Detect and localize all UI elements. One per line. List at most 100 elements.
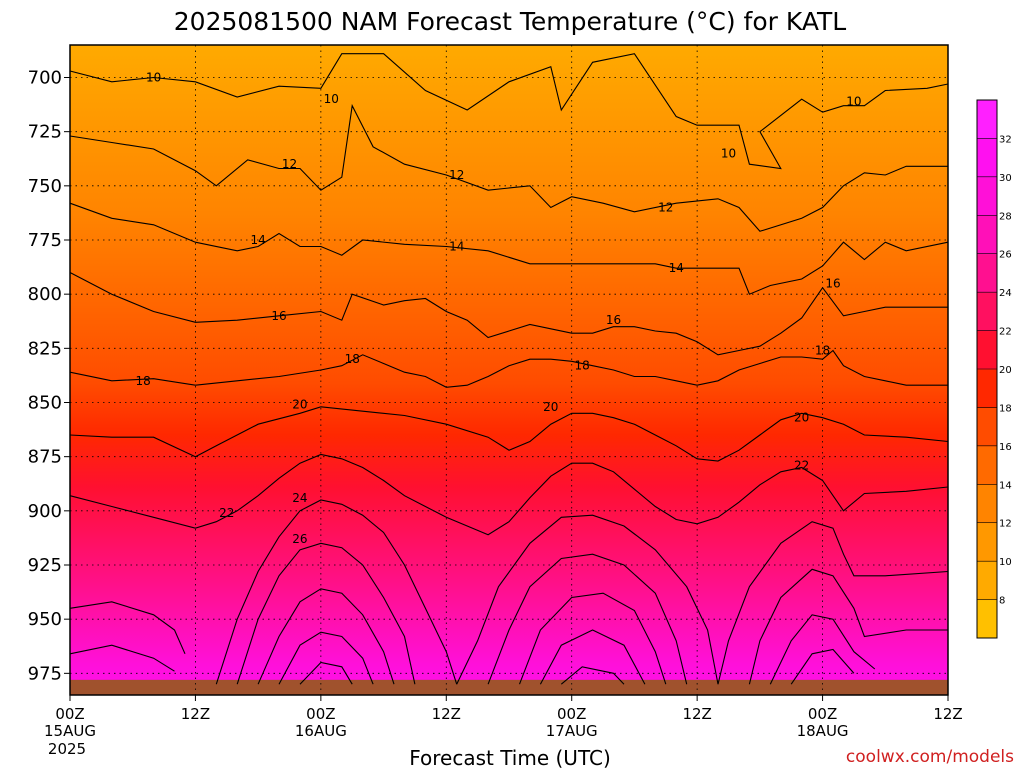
colorbar-segment bbox=[977, 138, 997, 178]
contour-28 bbox=[518, 592, 667, 685]
contour-10 bbox=[69, 53, 949, 170]
colorbar-segment bbox=[977, 445, 997, 485]
colorbar-segment bbox=[977, 599, 997, 639]
contour-label: 12 bbox=[449, 168, 464, 182]
x-axis-label: Forecast Time (UTC) bbox=[409, 746, 611, 768]
colorbar-segment bbox=[977, 253, 997, 293]
contour-label: 10 bbox=[324, 92, 339, 106]
plot-area bbox=[70, 45, 948, 695]
contour-30 bbox=[278, 631, 374, 685]
contour-label: 18 bbox=[136, 374, 151, 388]
contour-label: 10 bbox=[846, 94, 861, 108]
colorbar-label: 22 bbox=[999, 327, 1012, 338]
colorbar-segment bbox=[977, 330, 997, 370]
contour-label: 12 bbox=[658, 201, 673, 215]
ground-area bbox=[70, 679, 948, 695]
contour-32 bbox=[299, 661, 353, 685]
grid-lines bbox=[69, 45, 949, 695]
colorbar-label: 30 bbox=[999, 173, 1012, 184]
colorbar-segment bbox=[977, 100, 997, 139]
x-tick-date-label: 18AUG bbox=[797, 722, 849, 740]
x-tick-label: 00Z bbox=[55, 705, 84, 723]
x-tick-label: 00Z bbox=[557, 705, 586, 723]
contour-label: 20 bbox=[794, 411, 809, 425]
contour-label: 18 bbox=[815, 344, 830, 358]
contour-label: 18 bbox=[345, 352, 360, 366]
y-tick-label: 750 bbox=[28, 176, 62, 197]
contour-26 bbox=[487, 553, 688, 685]
x-tick-date-label: 15AUG bbox=[44, 722, 96, 740]
contour-label: 16 bbox=[606, 313, 621, 327]
contour-label: 12 bbox=[282, 157, 297, 171]
contour-28 bbox=[257, 588, 395, 685]
colorbar-label: 12 bbox=[999, 519, 1012, 530]
contour-26 bbox=[748, 568, 948, 685]
x-tick-label: 12Z bbox=[181, 705, 210, 723]
temperature-field bbox=[70, 45, 948, 695]
y-tick-label: 925 bbox=[28, 555, 62, 576]
contour-30 bbox=[790, 648, 855, 685]
y-tick-label: 775 bbox=[28, 230, 62, 251]
colorbar-segment bbox=[977, 292, 997, 332]
contour-32 bbox=[560, 666, 625, 685]
contour-label: 18 bbox=[575, 359, 590, 373]
contour-label: 26 bbox=[292, 532, 307, 546]
colorbar-label: 20 bbox=[999, 365, 1012, 376]
colorbar-segment bbox=[977, 215, 997, 255]
plot-frame bbox=[69, 44, 949, 696]
chart-title: 2025081500 NAM Forecast Temperature (°C)… bbox=[174, 7, 846, 36]
colorbar-label: 18 bbox=[999, 403, 1012, 414]
x-tick-label: 00Z bbox=[808, 705, 837, 723]
contour-label: 20 bbox=[292, 398, 307, 412]
contour-20 bbox=[69, 406, 949, 462]
contour-label: 24 bbox=[292, 491, 307, 505]
x-tick-label: 00Z bbox=[306, 705, 335, 723]
colorbar-segment bbox=[977, 176, 997, 216]
contour-24 bbox=[456, 514, 719, 685]
y-axis-ticks: 700 725 750 775 800 825 850 875 900 925 950 975 bbox=[28, 68, 70, 684]
credit-text: coolwx.com/models bbox=[846, 747, 1014, 767]
contour-label: 16 bbox=[825, 276, 840, 290]
colorbar-label: 16 bbox=[999, 442, 1012, 453]
colorbar-label: 28 bbox=[999, 211, 1012, 222]
contour-26 bbox=[236, 542, 416, 685]
y-tick-label: 900 bbox=[28, 501, 62, 522]
contour-22 bbox=[69, 453, 949, 536]
y-tick-label: 950 bbox=[28, 609, 62, 630]
contour-28 bbox=[69, 644, 175, 672]
contour-label: 14 bbox=[669, 261, 684, 275]
contour-label: 22 bbox=[794, 458, 809, 472]
contour-24 bbox=[215, 499, 458, 685]
colorbar-label: 10 bbox=[999, 557, 1012, 568]
colorbar-segment bbox=[977, 484, 997, 524]
contour-12 bbox=[69, 103, 948, 232]
x-tick-date-label: 16AUG bbox=[295, 722, 347, 740]
y-tick-label: 975 bbox=[28, 663, 62, 684]
contour-label: 22 bbox=[219, 506, 234, 520]
colorbar-label: 14 bbox=[999, 480, 1012, 491]
colorbar-segment bbox=[977, 407, 997, 447]
x-tick-date-label: 17AUG bbox=[546, 722, 598, 740]
colorbar: 8 10 12 14 16 18 20 22 24 26 28 30 32 bbox=[976, 99, 1012, 639]
y-tick-label: 700 bbox=[28, 68, 62, 89]
y-tick-label: 875 bbox=[28, 447, 62, 468]
colorbar-label: 32 bbox=[999, 134, 1012, 145]
colorbar-label: 8 bbox=[999, 596, 1005, 607]
contour-label: 20 bbox=[543, 400, 558, 414]
contour-label: 16 bbox=[271, 309, 286, 323]
y-tick-label: 850 bbox=[28, 393, 62, 414]
contour-16 bbox=[69, 272, 948, 356]
colorbar-label: 24 bbox=[999, 288, 1012, 299]
colorbar-label: 26 bbox=[999, 250, 1012, 261]
x-tick-label: 12Z bbox=[682, 705, 711, 723]
contour-14 bbox=[69, 202, 949, 295]
x-tick-label: 12Z bbox=[432, 705, 461, 723]
contour-label: 14 bbox=[449, 240, 464, 254]
contour-26 bbox=[69, 601, 186, 655]
contour-label: 10 bbox=[721, 146, 736, 160]
colorbar-segment bbox=[977, 369, 997, 408]
y-tick-label: 800 bbox=[28, 284, 62, 305]
